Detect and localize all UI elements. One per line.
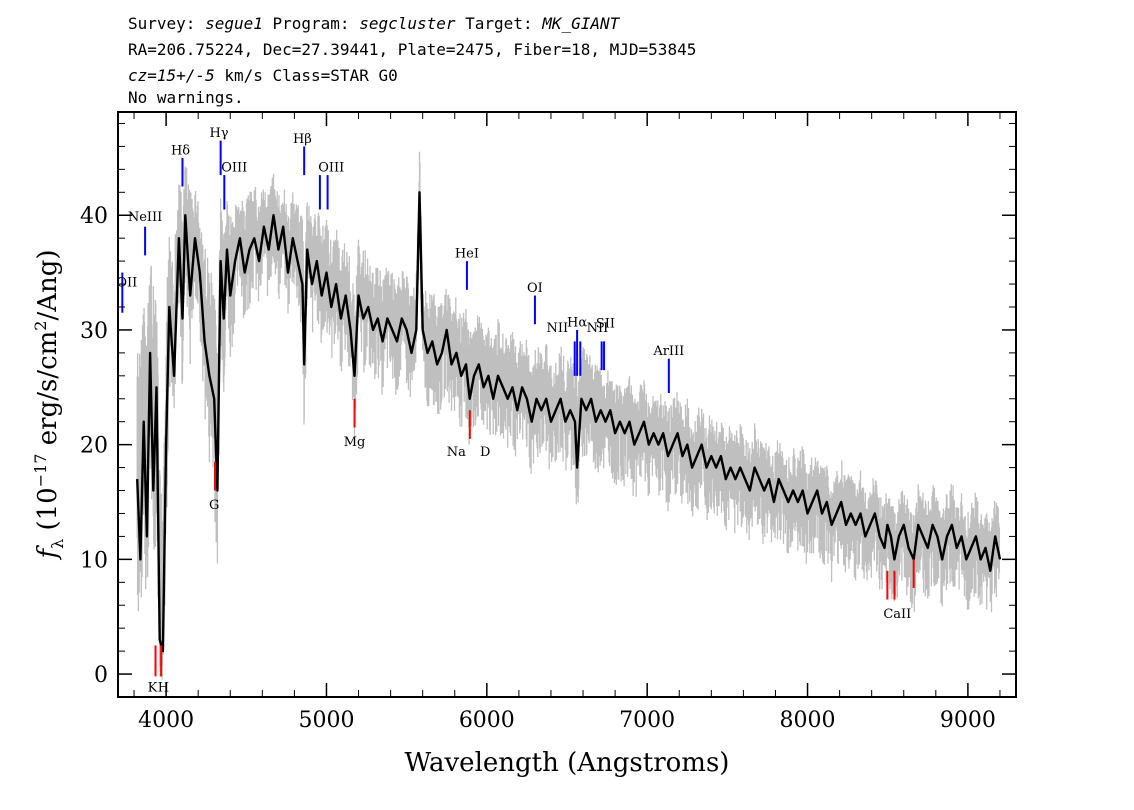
emission-line-label: Hβ <box>293 132 312 147</box>
y-tick-label: 30 <box>80 319 108 344</box>
y-axis-unit-exp: −17 <box>31 454 50 488</box>
target-value: MK_GIANT <box>542 14 620 33</box>
emission-line-label: Hα <box>567 316 587 331</box>
x-tick-label: 8000 <box>780 708 836 733</box>
x-tick-label: 9000 <box>940 708 996 733</box>
emission-line-label: Hδ <box>171 143 190 158</box>
y-tick-label: 40 <box>80 204 108 229</box>
survey-key: Survey: <box>128 14 206 33</box>
emission-line-label: SII <box>596 317 615 332</box>
flux-line-layer <box>136 191 1002 653</box>
y-tick-label: 10 <box>80 548 108 573</box>
target-key: Target: <box>455 14 543 33</box>
y-axis-symbol-sub: λ <box>48 539 67 549</box>
y-axis-unit-prefix: (10 <box>33 487 63 539</box>
absorption-line-label: D <box>480 445 490 460</box>
absorption-line-label: G <box>209 498 219 513</box>
emission-line-label: NeIII <box>128 210 162 225</box>
class-info: km/s Class=STAR G0 <box>214 66 398 85</box>
redshift-value: cz=15+/-5 <box>128 66 215 85</box>
x-tick-label: 6000 <box>459 708 515 733</box>
plot-frame <box>117 111 1017 698</box>
y-axis-unit-exp2: 2 <box>31 321 50 331</box>
spectrum-header-line3: cz=15+/-5 km/s Class=STAR G0 <box>128 66 398 86</box>
x-tick-label: 5000 <box>298 708 354 733</box>
emission-line-label: OII <box>116 275 137 290</box>
spectrum-header-line4: No warnings. <box>128 88 244 107</box>
emission-line-label: OIII <box>318 161 344 176</box>
axis-ticks: 4000 5000 6000 7000 8000 9000 0 10 20 30 40 <box>80 112 1016 733</box>
y-tick-label: 0 <box>94 663 108 688</box>
x-tick-label: 4000 <box>138 708 194 733</box>
absorption-line-label: Mg <box>344 435 366 450</box>
flux-line <box>136 191 1002 653</box>
emission-line-label: ArIII <box>652 344 684 359</box>
y-axis-unit-end: /Ang) <box>33 249 63 320</box>
emission-line-label: NII <box>587 321 609 336</box>
y-axis-unit-mid: erg/s/cm <box>33 331 63 454</box>
program-value: segcluster <box>359 14 456 33</box>
emission-line-label: NII <box>547 321 569 336</box>
emission-line-label: HeI <box>455 247 479 262</box>
spectrum-header-line2: RA=206.75224, Dec=27.39441, Plate=2475, … <box>128 40 697 59</box>
x-axis-title: Wavelength (Angstroms) <box>405 748 730 778</box>
x-tick-label: 7000 <box>619 708 675 733</box>
survey-value: segue1 <box>205 14 263 33</box>
absorption-line-label: H <box>158 680 169 695</box>
emission-line-label: OI <box>527 281 543 296</box>
emission-line-label: Hγ <box>209 126 228 141</box>
absorption-line-label: K <box>148 680 158 695</box>
y-tick-label: 20 <box>80 434 108 459</box>
absorption-line-label: CaII <box>883 607 911 622</box>
emission-line-label: OIII <box>221 161 247 176</box>
absorption-line-label: Na <box>447 445 466 460</box>
program-key: Program: <box>262 14 360 33</box>
spectrum-header-line1: Survey: segue1 Program: segcluster Targe… <box>128 14 619 34</box>
y-axis-title: fλ (10−17 erg/s/cm2/Ang) <box>31 249 67 560</box>
